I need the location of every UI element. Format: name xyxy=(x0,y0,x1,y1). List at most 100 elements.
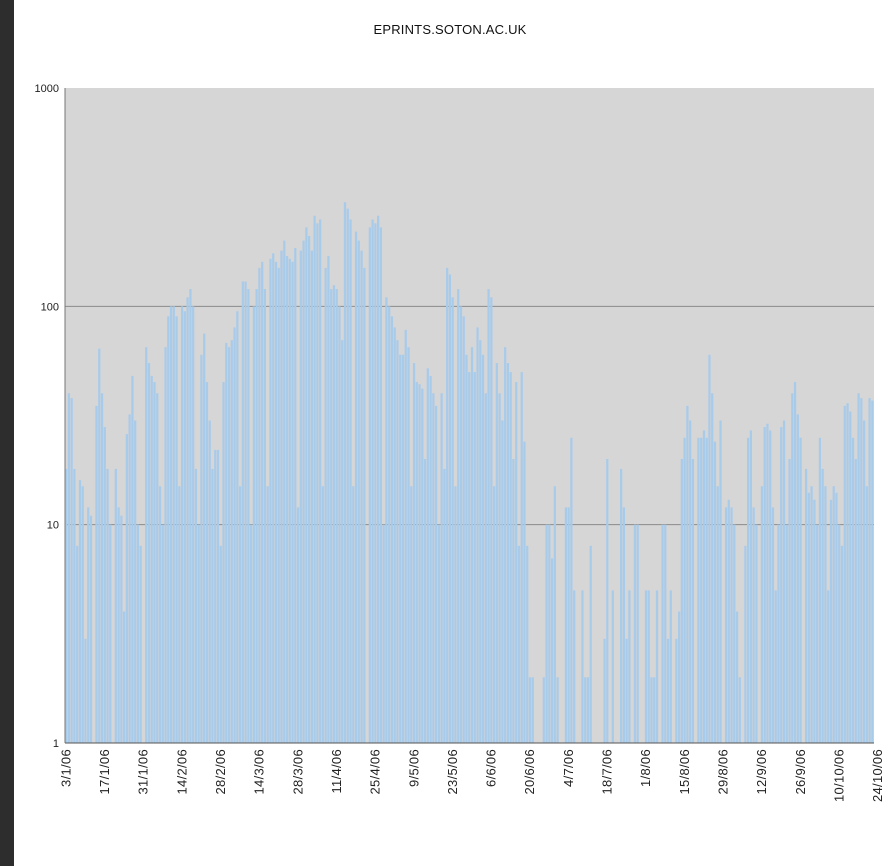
bar xyxy=(744,545,747,743)
bar xyxy=(788,458,791,743)
bar xyxy=(829,499,833,743)
bar xyxy=(89,515,93,743)
bar xyxy=(238,486,242,743)
x-tick-label: 26/9/06 xyxy=(793,749,808,794)
bar xyxy=(470,347,474,743)
x-tick-label: 18/7/06 xyxy=(600,749,615,794)
bar xyxy=(423,458,427,743)
chart: EPRINTS.SOTON.AC.UK 1 10 100 1000 3/1/06 17/… xyxy=(35,22,886,802)
x-tick-label: 29/8/06 xyxy=(716,749,731,794)
bar xyxy=(793,382,797,743)
bar xyxy=(65,468,68,743)
bar xyxy=(487,289,490,743)
x-tick-label: 23/5/06 xyxy=(445,749,460,794)
bar xyxy=(661,524,664,743)
bar xyxy=(371,219,374,743)
bar xyxy=(252,306,256,743)
bar xyxy=(871,400,874,743)
bar xyxy=(727,499,730,743)
bar xyxy=(164,347,167,743)
bar xyxy=(730,507,733,743)
x-tick: 26/9/06 xyxy=(793,749,808,794)
bar xyxy=(735,611,739,743)
bar xyxy=(724,507,728,743)
bar xyxy=(150,375,153,743)
bar xyxy=(700,437,703,743)
x-tick-label: 11/4/06 xyxy=(329,749,344,794)
bar xyxy=(669,590,672,743)
bar xyxy=(277,267,280,743)
bar xyxy=(526,545,529,743)
bar xyxy=(319,219,322,743)
x-tick: 24/10/06 xyxy=(870,749,885,802)
bar xyxy=(556,677,559,743)
bar xyxy=(763,427,766,743)
bar xyxy=(650,677,653,743)
bar xyxy=(683,437,686,743)
bar xyxy=(327,256,330,743)
bar xyxy=(388,306,391,743)
bar xyxy=(796,414,799,743)
y-axis: 1 10 100 1000 xyxy=(35,83,59,750)
bar xyxy=(197,524,200,743)
x-tick-label: 14/3/06 xyxy=(252,749,267,794)
bar xyxy=(307,235,311,744)
bar xyxy=(846,403,849,743)
bar xyxy=(462,316,465,743)
x-tick: 23/5/06 xyxy=(445,749,460,794)
bar xyxy=(390,316,394,743)
bar xyxy=(816,524,819,743)
bar xyxy=(100,393,104,743)
bar xyxy=(225,342,228,743)
bar xyxy=(799,437,802,743)
bar xyxy=(421,388,424,743)
bar xyxy=(835,492,838,743)
x-tick: 17/1/06 xyxy=(97,749,112,794)
y-tick-label: 1 xyxy=(53,738,59,750)
bar xyxy=(122,611,126,743)
bar xyxy=(363,267,366,743)
bar xyxy=(87,507,90,743)
bar xyxy=(611,590,614,743)
bar xyxy=(84,638,87,743)
bar xyxy=(272,253,275,743)
bar xyxy=(498,393,501,743)
y-tick-label: 1000 xyxy=(35,83,59,95)
bar xyxy=(589,545,592,743)
bar xyxy=(785,524,788,743)
bar xyxy=(324,267,327,743)
bars xyxy=(65,202,874,744)
x-tick: 25/4/06 xyxy=(368,749,383,794)
x-tick: 10/10/06 xyxy=(831,749,846,802)
bar xyxy=(134,420,137,743)
bar xyxy=(343,202,347,743)
x-tick-label: 25/4/06 xyxy=(368,749,383,794)
bar xyxy=(862,420,866,743)
bar xyxy=(746,437,750,743)
bar xyxy=(313,215,316,744)
bar xyxy=(542,677,545,743)
bar xyxy=(172,306,175,743)
bar xyxy=(675,638,678,743)
x-axis: 3/1/06 17/1/06 31/1/06 14/2/06 28/2/06 14/3/0… xyxy=(58,749,885,802)
bar xyxy=(120,515,123,743)
bar xyxy=(310,250,313,743)
bar xyxy=(854,458,857,743)
bar xyxy=(401,354,405,743)
bar xyxy=(412,363,416,743)
bar xyxy=(368,227,371,744)
bar xyxy=(716,486,719,743)
bar xyxy=(545,524,548,743)
x-tick: 28/2/06 xyxy=(213,749,228,794)
bar xyxy=(335,289,338,743)
bar xyxy=(713,441,717,743)
bar xyxy=(780,427,783,743)
bar xyxy=(249,524,253,743)
bar xyxy=(849,411,852,743)
bar xyxy=(407,347,410,743)
x-tick-label: 3/1/06 xyxy=(58,749,73,787)
bar xyxy=(396,340,399,743)
x-tick: 29/8/06 xyxy=(716,749,731,794)
bar xyxy=(448,274,452,743)
bar xyxy=(255,289,258,743)
